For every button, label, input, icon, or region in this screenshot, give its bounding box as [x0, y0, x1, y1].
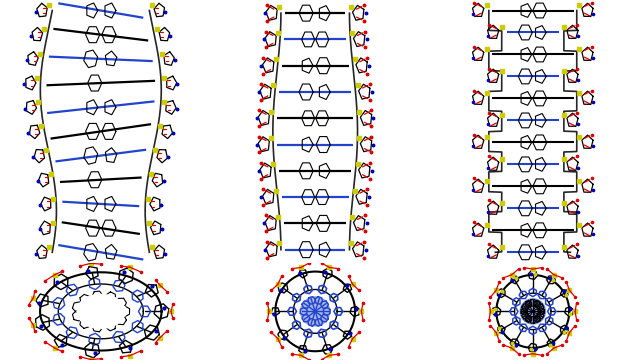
- Circle shape: [301, 297, 330, 326]
- Circle shape: [520, 299, 545, 324]
